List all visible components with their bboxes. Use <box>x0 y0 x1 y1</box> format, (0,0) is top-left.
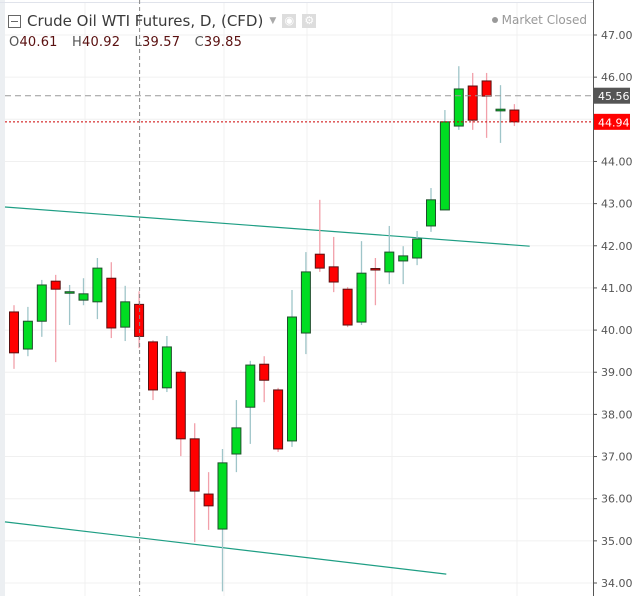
candle-down <box>9 311 19 354</box>
candle-down <box>148 341 158 391</box>
low-value: 39.57 <box>142 35 181 50</box>
price-tick-label: 42.00 <box>601 240 633 253</box>
candle-up <box>356 272 367 323</box>
price-axis[interactable]: 47.00 46.00 44.00 43.00 42.00 41.00 40.00 39.00… <box>593 0 643 596</box>
price-tick-label: 36.00 <box>601 493 633 506</box>
candle-up <box>412 238 423 259</box>
candle-up <box>231 427 242 455</box>
candle-down <box>314 253 325 269</box>
market-status: Market Closed <box>491 13 587 27</box>
grid <box>0 0 593 596</box>
open-value: 40.61 <box>19 35 58 50</box>
candle-down <box>467 85 478 121</box>
price-tick-label: 34.00 <box>601 577 633 590</box>
candle-down <box>370 268 381 271</box>
candle-up <box>495 108 506 112</box>
price-tick-label: 46.00 <box>601 71 633 84</box>
candle-down <box>106 277 117 329</box>
candle-up <box>92 267 103 303</box>
candle-up <box>300 271 311 334</box>
price-tick-label: 44.00 <box>601 155 633 168</box>
candle-down <box>342 288 353 326</box>
candle-down <box>328 266 339 283</box>
candle-up <box>439 121 450 211</box>
close-value: 39.85 <box>203 35 243 50</box>
trendlines[interactable] <box>4 206 530 575</box>
crosshair-price-label: 45.56 <box>598 90 630 103</box>
price-lines <box>5 0 593 596</box>
candle-up <box>120 301 131 328</box>
candle-down <box>50 280 61 290</box>
symbol-title[interactable]: Crude Oil WTI Futures, D, (CFD) <box>27 12 264 30</box>
ohlc-readout: O40.61 H40.92 L39.57 C39.85 <box>9 35 243 50</box>
price-tick-label: 38.00 <box>601 408 633 421</box>
eye-icon[interactable]: ◉ <box>282 14 297 28</box>
chevron-down-icon[interactable]: ▼ <box>269 16 277 26</box>
price-tick-label: 41.00 <box>601 282 633 295</box>
price-tick-label: 35.00 <box>601 535 633 548</box>
candle-up <box>384 251 395 273</box>
gear-icon[interactable]: ⚙ <box>302 14 317 28</box>
candle-up <box>78 293 89 301</box>
trendline[interactable] <box>4 521 447 575</box>
chart-legend-header: Crude Oil WTI Futures, D, (CFD) ▼ ◉ ⚙ <box>8 12 317 30</box>
candle-down <box>481 80 492 97</box>
candle-up <box>36 284 47 322</box>
candle-down <box>273 389 284 450</box>
candle-down <box>203 493 214 507</box>
last-price-label: 44.94 <box>598 116 630 129</box>
last-price-label-badge <box>594 113 630 130</box>
candle-down <box>175 371 186 440</box>
candle-down <box>189 438 200 492</box>
price-tick-label: 40.00 <box>601 324 633 337</box>
market-status-label: Market Closed <box>501 13 587 27</box>
candle-up <box>398 255 409 262</box>
candle-up <box>287 316 297 442</box>
candle-up <box>245 364 256 408</box>
price-tick-label: 37.00 <box>601 451 633 464</box>
candle-up <box>64 291 75 294</box>
trendline[interactable] <box>4 206 530 247</box>
candle-up <box>161 346 172 389</box>
crosshair-price-label-badge <box>594 87 630 104</box>
candle-down <box>259 363 270 381</box>
candle-up <box>22 320 33 350</box>
collapse-icon[interactable] <box>8 14 21 28</box>
candle-up <box>453 88 464 127</box>
left-edge-strip <box>0 0 5 596</box>
price-tick-label: 39.00 <box>601 366 633 379</box>
candle-up <box>217 462 228 530</box>
high-value: 40.92 <box>81 35 121 50</box>
price-tick-label: 47.00 <box>601 29 633 42</box>
price-tick-label: 43.00 <box>601 198 633 211</box>
candle-down <box>509 109 520 123</box>
candles <box>9 66 520 592</box>
status-dot-icon <box>491 17 498 23</box>
candle-up <box>426 199 436 227</box>
